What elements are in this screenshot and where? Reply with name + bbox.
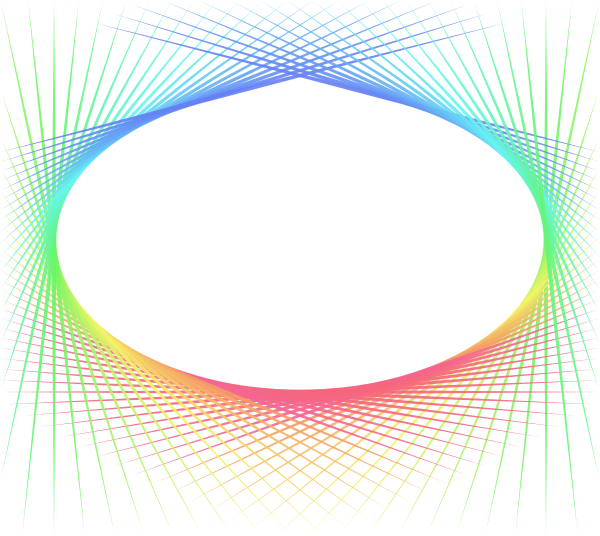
tangent-line xyxy=(1,1,339,210)
tangent-line xyxy=(338,209,599,535)
tangent-line xyxy=(28,1,85,535)
tangent-line xyxy=(261,1,599,210)
tangent-line xyxy=(51,1,57,535)
tangent-line xyxy=(22,1,79,535)
tangent-line xyxy=(1,1,437,181)
tangent-line xyxy=(383,1,599,271)
tangent-line xyxy=(360,1,599,256)
tangent-line xyxy=(232,1,599,200)
tangent-line xyxy=(1,137,174,536)
tangent-line xyxy=(406,1,599,289)
tangent-line xyxy=(1,191,232,535)
tangent-line xyxy=(428,1,599,312)
tangent-line xyxy=(1,259,369,519)
tangent-line xyxy=(521,1,578,535)
tangent-line xyxy=(426,137,599,536)
tangent-line xyxy=(1,1,103,479)
tangent-line xyxy=(1,1,368,200)
tangent-line xyxy=(451,1,599,343)
tangent-line xyxy=(1,13,488,162)
tangent-line xyxy=(210,270,599,511)
tangent-line xyxy=(231,259,599,519)
tangent-line xyxy=(288,1,599,221)
